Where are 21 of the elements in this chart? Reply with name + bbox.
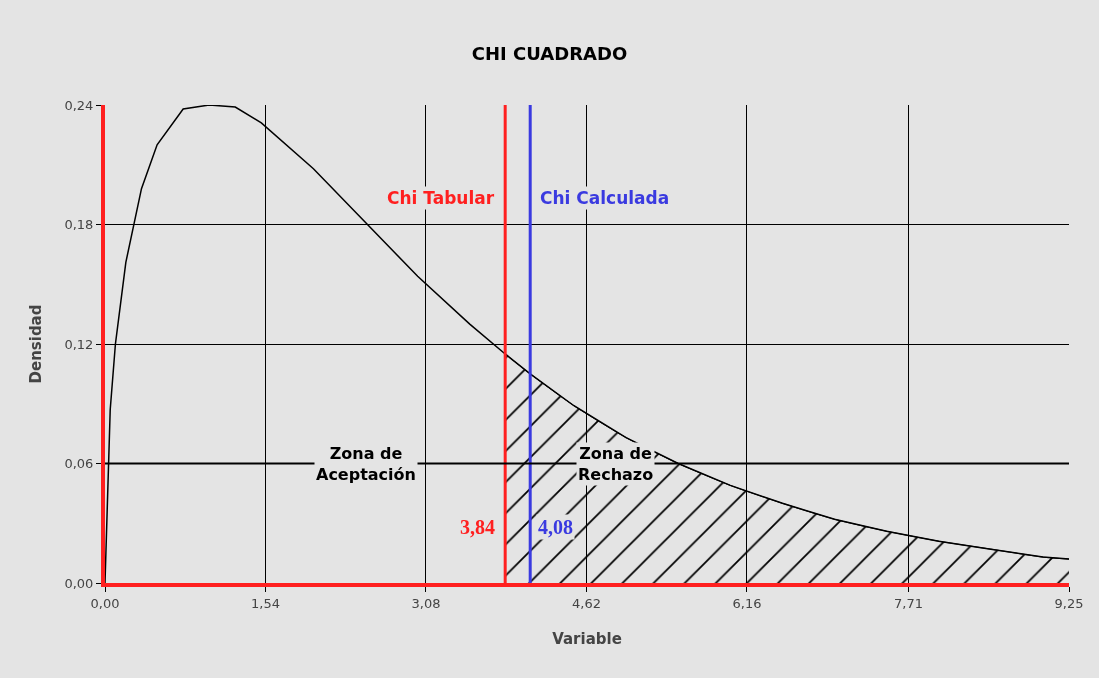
x-tick-label: 6,16 (732, 595, 762, 611)
ref-line-label: Chi Tabular (387, 188, 495, 208)
ref-line-label: Chi Calculada (540, 188, 670, 208)
x-tick-label: 3,08 (411, 595, 441, 611)
annotation: Zona de Rechazo (578, 444, 654, 484)
y-tick-label: 0,12 (64, 336, 94, 352)
x-tick-label: 1,54 (251, 595, 280, 611)
y-tick-label: 0,24 (64, 97, 94, 113)
annotation: 3,84 (460, 516, 495, 538)
y-tick-label: 0,00 (64, 575, 94, 591)
x-tick-label: 9,25 (1054, 595, 1084, 611)
y-axis-title: Densidad (27, 304, 46, 384)
y-tick-label: 0,18 (64, 217, 94, 233)
y-tick-label: 0,06 (64, 456, 94, 472)
annotation: 4,08 (538, 516, 573, 538)
annotation: Zona de Aceptación (316, 444, 416, 484)
x-tick-label: 7,71 (894, 595, 923, 611)
chart-title: CHI CUADRADO (471, 43, 628, 65)
x-tick-label: 4,62 (572, 595, 601, 611)
x-axis-title: Variable (552, 630, 622, 649)
x-tick-label: 0,00 (90, 595, 120, 611)
